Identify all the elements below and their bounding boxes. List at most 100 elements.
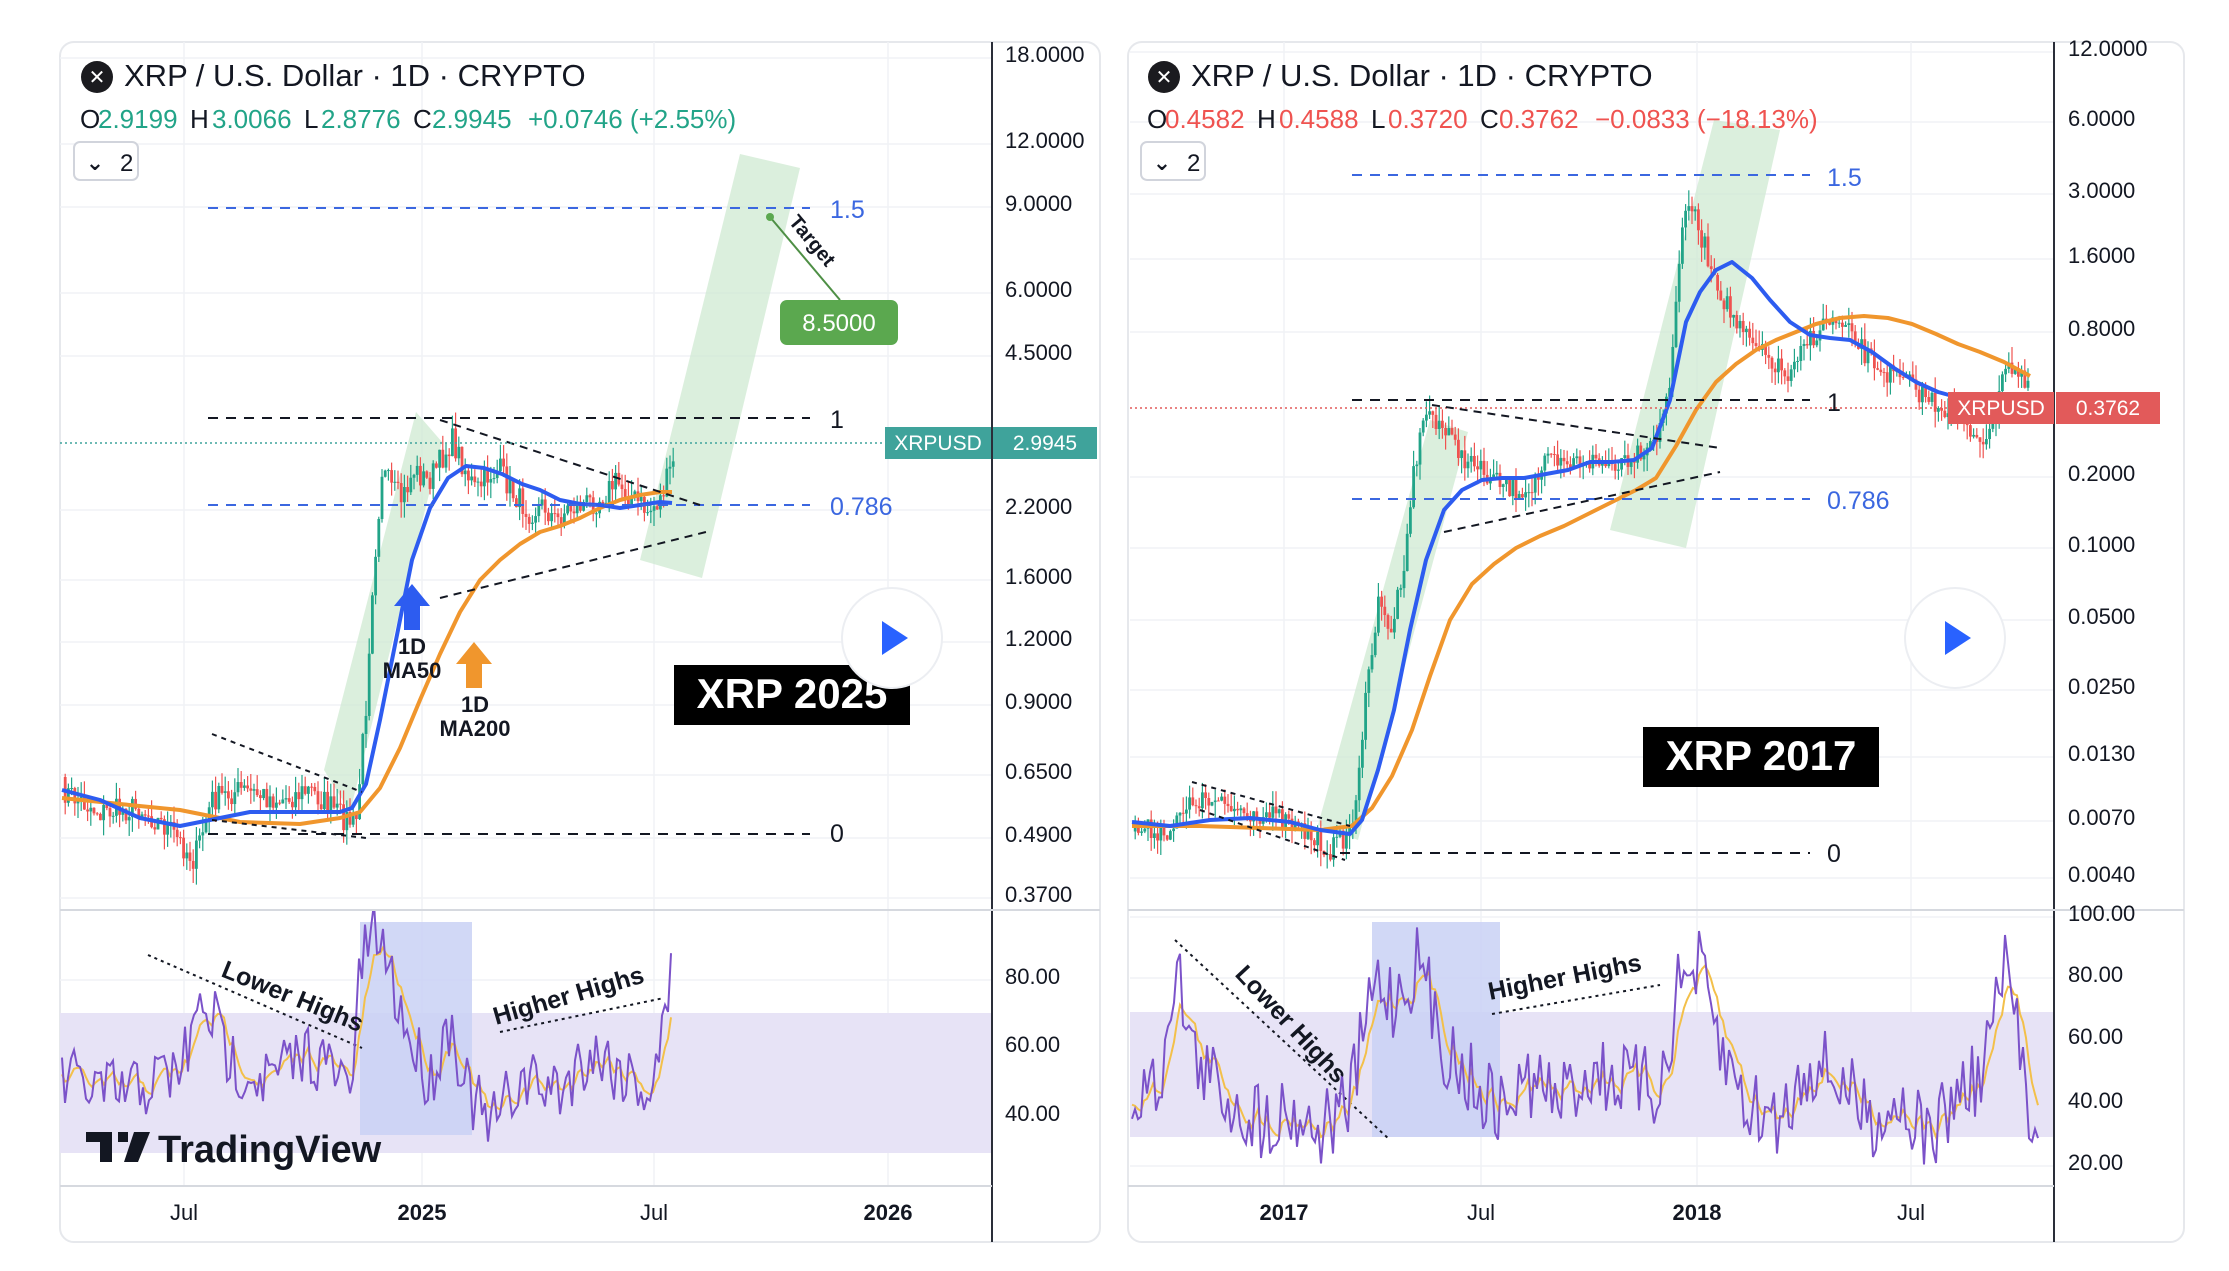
right-triangle-lower <box>1443 471 1721 533</box>
candle <box>1917 389 1921 403</box>
candle <box>406 487 409 493</box>
left-price-tick-9: 0.6500 <box>1005 759 1072 784</box>
candle <box>1767 354 1771 358</box>
candle <box>1377 596 1380 633</box>
candle <box>1821 318 1825 331</box>
right-rsi-tick-4: 20.00 <box>2068 1150 2123 1175</box>
candle <box>102 804 105 821</box>
candle <box>1188 797 1191 810</box>
left-rsi-lines <box>61 910 672 1142</box>
candle <box>1879 369 1883 373</box>
candle <box>127 817 131 821</box>
left-wedge-upper <box>211 733 363 793</box>
candle <box>1181 812 1185 814</box>
candle <box>467 470 470 481</box>
candle <box>588 495 592 498</box>
left-triangle-upper <box>439 419 701 506</box>
candle <box>1578 456 1582 465</box>
candle <box>1172 828 1175 832</box>
candle <box>537 505 541 517</box>
left-title[interactable]: XRP / U.S. Dollar · 1D · CRYPTO <box>124 58 586 93</box>
ma50-line <box>1131 260 2031 836</box>
candle <box>646 512 649 514</box>
left-price-tag-symbol <box>885 427 991 459</box>
time-tick-3: 2026 <box>864 1200 913 1225</box>
candle <box>1725 296 1729 310</box>
candle <box>1143 828 1147 832</box>
time-tick-0: Jul <box>170 1200 198 1225</box>
candle <box>611 480 614 490</box>
candle <box>479 481 483 487</box>
ohlc-value-l: 2.8776 <box>321 104 401 134</box>
candle <box>1732 314 1735 318</box>
candle <box>1706 236 1710 267</box>
candle <box>1681 227 1684 264</box>
left-panel: ✕ XRP / U.S. Dollar · 1D · CRYPTO O2.919… <box>60 42 1100 1242</box>
candle <box>1469 455 1473 462</box>
candle <box>1777 358 1780 373</box>
candle <box>166 823 169 835</box>
left-price-tick-8: 0.9000 <box>1005 689 1072 714</box>
right-fib-1-5: 1.5 <box>1827 164 1862 192</box>
candle <box>1165 835 1169 840</box>
candle <box>563 513 566 526</box>
candle <box>1658 423 1662 442</box>
candle <box>1396 589 1399 619</box>
right-indicator-count: 2 <box>1187 150 1200 177</box>
candle <box>1364 692 1367 740</box>
candle <box>1425 414 1428 421</box>
candle <box>1153 833 1156 838</box>
candle <box>287 798 291 802</box>
right-price-tick-6: 0.1000 <box>2068 532 2135 557</box>
candle <box>502 458 505 467</box>
candle <box>460 446 464 475</box>
candle <box>499 458 502 472</box>
candle <box>147 815 150 817</box>
candle <box>1236 808 1239 811</box>
left-indicator-toggle[interactable]: ⌄ 2 <box>73 141 139 181</box>
candle <box>2013 368 2017 374</box>
candle <box>1287 814 1291 819</box>
right-price-tag-symbol <box>1948 392 2054 424</box>
candle <box>1738 320 1742 329</box>
candle <box>1386 615 1390 629</box>
right-moving-averages <box>1131 260 2031 836</box>
rsi-line <box>1131 927 2039 1165</box>
candle <box>105 804 109 809</box>
right-play-button[interactable] <box>1904 587 2006 689</box>
candle <box>1242 808 1246 814</box>
candle <box>339 803 342 805</box>
right-price-tick-3: 1.6000 <box>2068 243 2135 268</box>
ohlc-value-c: 2.9945 <box>432 104 512 134</box>
candle <box>531 522 534 524</box>
candle <box>1684 210 1687 228</box>
right-symbol-logo[interactable]: ✕ <box>1148 61 1180 93</box>
candle <box>1812 330 1815 346</box>
candle <box>1575 456 1579 459</box>
right-rsi-axis: 100.00 80.00 60.00 40.00 20.00 <box>2068 901 2135 1175</box>
candle <box>95 813 99 815</box>
chevron-down-icon: ⌄ <box>1153 150 1171 175</box>
left-price-tag-symbol-text: XRPUSD <box>894 432 982 455</box>
candle <box>1418 432 1422 465</box>
left-price-tick-5: 2.2000 <box>1005 494 1072 519</box>
right-indicator-toggle[interactable]: ⌄ 2 <box>1140 141 1206 181</box>
right-rsi-higher-highs-line <box>1491 984 1661 1015</box>
candle <box>1969 425 1972 437</box>
candle <box>1703 236 1707 248</box>
candle <box>1588 463 1591 469</box>
candle <box>316 791 320 805</box>
candle <box>1306 831 1310 839</box>
candle <box>1809 330 1812 346</box>
candle <box>1473 455 1476 467</box>
candle <box>1805 343 1809 346</box>
left-play-button[interactable] <box>841 587 943 689</box>
candle <box>268 796 272 808</box>
left-symbol-logo[interactable]: ✕ <box>81 61 113 93</box>
right-title[interactable]: XRP / U.S. Dollar · 1D · CRYPTO <box>1191 58 1653 93</box>
candle <box>1841 322 1844 327</box>
candle <box>1562 457 1566 462</box>
candle <box>518 488 521 508</box>
tradingview-logo[interactable]: TradingView <box>86 1129 382 1171</box>
candle <box>614 472 617 490</box>
